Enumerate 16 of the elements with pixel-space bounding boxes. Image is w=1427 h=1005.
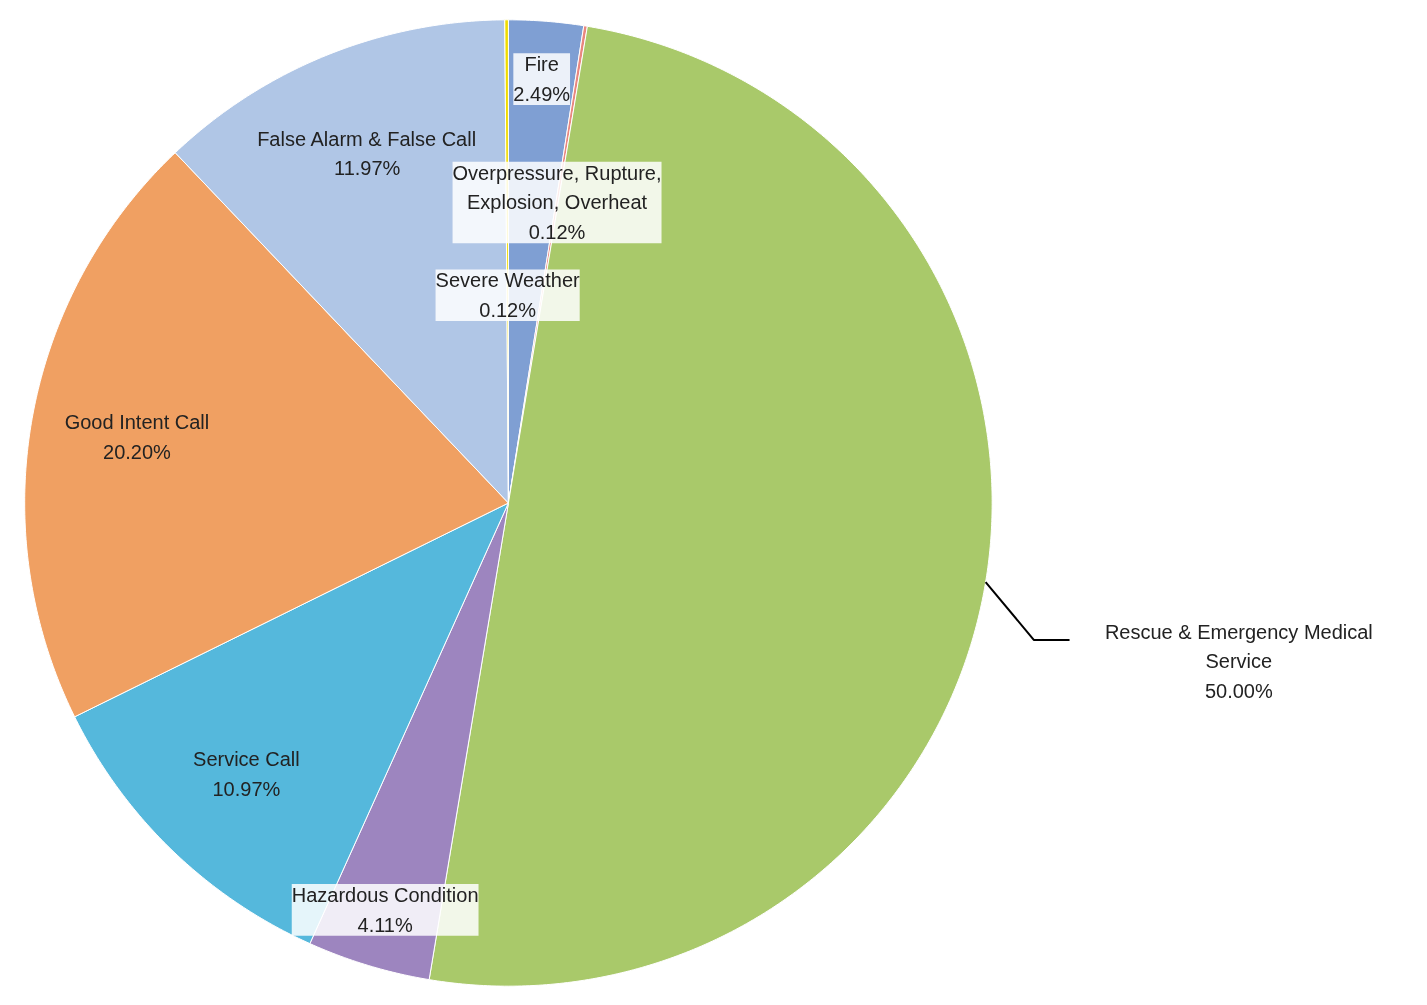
slice-label: Severe Weather [435,269,581,292]
data-label: 20.20% [103,440,172,463]
data-label: 2.49% [513,82,571,105]
data-label: 50.00% [1204,680,1273,703]
data-label: 4.11% [357,913,413,936]
data-label: 0.12% [528,221,586,244]
slice-label: Good Intent Call [64,411,210,434]
slice-label: Rescue & Emergency Medical Service [1104,620,1373,673]
slice-label: Hazardous Condition [291,884,479,907]
data-label: 0.12% [479,299,537,322]
slice-label: False Alarm & False Call [257,127,477,150]
slice-label: Overpressure, Rupture, Explosion, Overheat [452,161,662,214]
slice-label: Fire [524,53,559,76]
data-label: 11.97% [334,157,401,180]
data-label: 10.97% [212,778,281,801]
slice-label: Service Call [193,748,300,771]
